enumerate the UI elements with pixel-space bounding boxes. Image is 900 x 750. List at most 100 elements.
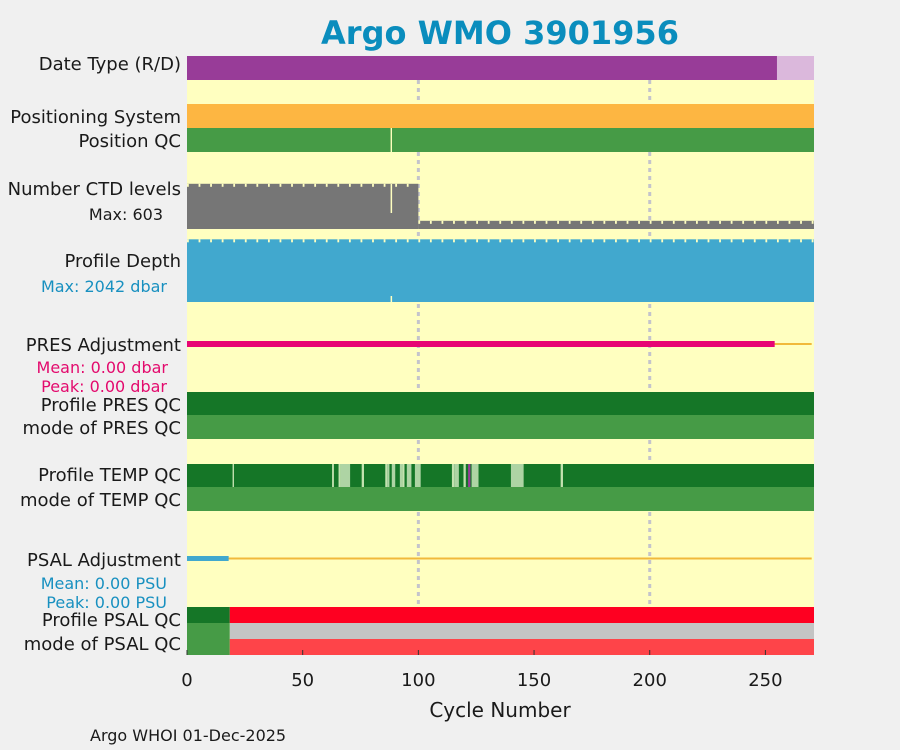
level-notch bbox=[811, 239, 814, 243]
level-notch bbox=[279, 183, 282, 187]
level-notch bbox=[742, 220, 745, 224]
level-notch bbox=[418, 239, 421, 243]
level-notch bbox=[811, 220, 814, 224]
row-label-profile_pres_qc: Profile PRES QC bbox=[41, 395, 181, 416]
bar-segment-profile_psal_qc bbox=[187, 607, 230, 623]
level-notch bbox=[499, 239, 502, 243]
level-notch bbox=[510, 220, 513, 224]
level-notch bbox=[244, 183, 247, 187]
level-notch bbox=[765, 239, 768, 243]
level-notch bbox=[383, 239, 386, 243]
level-notch bbox=[291, 239, 293, 243]
row-label-mode_pres_qc: mode of PRES QC bbox=[23, 418, 181, 439]
level-notch bbox=[302, 239, 305, 243]
level-notch bbox=[684, 220, 687, 224]
x-tick-label: 0 bbox=[181, 670, 192, 691]
level-notch bbox=[441, 239, 444, 243]
level-notch bbox=[707, 239, 710, 243]
level-gap bbox=[390, 296, 393, 302]
chart-title: Argo WMO 3901956 bbox=[321, 14, 679, 52]
level-notch bbox=[522, 239, 525, 243]
bar-segment-position_qc bbox=[391, 128, 814, 152]
level-notch bbox=[568, 239, 571, 243]
x-tick-label: 200 bbox=[633, 670, 667, 691]
level-notch bbox=[487, 239, 490, 243]
bar-segment-date_type bbox=[187, 56, 777, 80]
x-axis-label: Cycle Number bbox=[429, 698, 571, 722]
plot-area bbox=[187, 56, 814, 655]
level-notch bbox=[684, 239, 687, 243]
row-label-psal_adj: PSAL Adjustment bbox=[27, 550, 181, 571]
level-notch bbox=[210, 239, 212, 243]
level-notch bbox=[244, 239, 247, 243]
level-notch bbox=[267, 239, 270, 243]
level-notch bbox=[730, 220, 733, 224]
row-labels: Date Type (R/D) Positioning System Positio… bbox=[8, 54, 181, 655]
qc-mark-profile_temp_qc bbox=[399, 464, 403, 487]
level-notch bbox=[464, 220, 467, 224]
level-notch bbox=[395, 239, 398, 243]
level-notch bbox=[776, 239, 779, 243]
bar-segment-positioning bbox=[187, 104, 814, 128]
level-notch bbox=[661, 220, 664, 224]
row-label-mode_temp_qc: mode of TEMP QC bbox=[20, 490, 181, 511]
level-notch bbox=[591, 220, 594, 224]
level-notch bbox=[348, 183, 351, 187]
level-notch bbox=[267, 183, 270, 187]
level-notch bbox=[476, 220, 479, 224]
level-notch bbox=[649, 239, 652, 243]
level-notch bbox=[395, 183, 398, 187]
level-notch bbox=[557, 220, 559, 224]
level-notch bbox=[545, 239, 548, 243]
level-notch bbox=[233, 239, 236, 243]
level-notch bbox=[522, 220, 525, 224]
level-notch bbox=[429, 220, 432, 224]
level-notch bbox=[372, 183, 374, 187]
level-notch bbox=[487, 220, 490, 224]
level-notch bbox=[638, 220, 640, 224]
row-label-date_type: Date Type (R/D) bbox=[39, 54, 181, 75]
vertical-gridlines bbox=[416, 56, 652, 655]
row-label-mode_psal_qc: mode of PSAL QC bbox=[24, 634, 181, 655]
level-notch bbox=[719, 239, 721, 243]
level-notch bbox=[510, 239, 513, 243]
mean-label-pres_adj: Mean: 0.00 dbar bbox=[37, 358, 169, 377]
level-notch bbox=[406, 239, 409, 243]
level-notch bbox=[534, 220, 536, 224]
level-bar-profile_depth bbox=[187, 239, 814, 302]
level-notch bbox=[233, 183, 236, 187]
adjustment-bar-psal_adj bbox=[187, 556, 229, 561]
adjustment-bar-pres_adj bbox=[187, 341, 775, 347]
level-notch bbox=[314, 183, 317, 187]
level-notch bbox=[360, 239, 363, 243]
qc-mark-profile_temp_qc bbox=[510, 464, 524, 487]
bar-segment-mode_psal_qc-qc4 bbox=[229, 639, 814, 655]
level-notch bbox=[615, 220, 617, 224]
qc-mark-profile_temp_qc bbox=[387, 464, 390, 487]
level-notch bbox=[615, 239, 617, 243]
level-notch bbox=[753, 220, 756, 224]
level-notch bbox=[626, 220, 629, 224]
level-notch bbox=[696, 220, 698, 224]
qc-mark-profile_temp_qc bbox=[471, 464, 479, 487]
level-notch bbox=[221, 239, 224, 243]
level-notch bbox=[580, 239, 583, 243]
level-notch bbox=[198, 239, 201, 243]
qc-mark-profile_temp_qc bbox=[451, 464, 455, 487]
data-bars bbox=[187, 56, 814, 655]
qc-mark-profile_temp_qc bbox=[406, 464, 412, 487]
qc-mark-profile_temp_qc bbox=[454, 464, 459, 487]
level-notch bbox=[476, 239, 479, 243]
row-label-profile_psal_qc: Profile PSAL QC bbox=[42, 610, 181, 631]
level-notch bbox=[580, 220, 583, 224]
level-bar-ctd_levels bbox=[187, 183, 419, 229]
qc-mark-profile_temp_qc bbox=[385, 464, 388, 487]
bar-segment-date_type bbox=[776, 56, 814, 80]
level-notch bbox=[603, 220, 606, 224]
level-notch bbox=[753, 239, 756, 243]
qc-mark-profile_temp_qc bbox=[402, 464, 405, 487]
peak-label-psal_adj: Peak: 0.00 PSU bbox=[46, 593, 167, 612]
bar-segment-profile_pres_qc bbox=[187, 392, 814, 415]
qc-mark-profile_temp_qc bbox=[560, 464, 563, 487]
